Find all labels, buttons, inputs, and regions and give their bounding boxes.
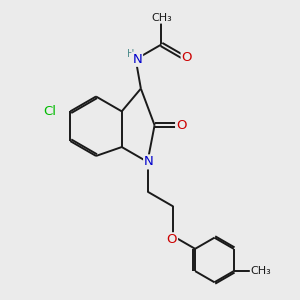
Text: O: O bbox=[182, 51, 192, 64]
Text: H: H bbox=[127, 49, 134, 59]
Text: O: O bbox=[176, 119, 187, 132]
Text: N: N bbox=[132, 53, 142, 66]
Text: O: O bbox=[167, 233, 177, 246]
Text: CH₃: CH₃ bbox=[251, 266, 272, 276]
Text: N: N bbox=[144, 155, 154, 168]
Text: CH₃: CH₃ bbox=[151, 13, 172, 23]
Text: Cl: Cl bbox=[43, 105, 56, 118]
